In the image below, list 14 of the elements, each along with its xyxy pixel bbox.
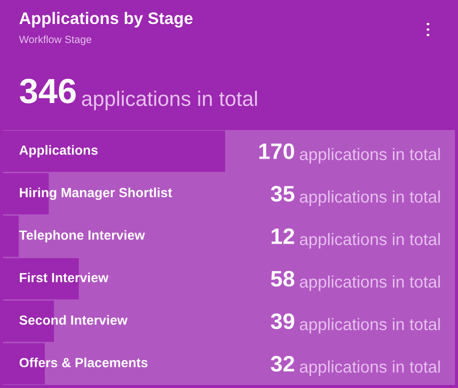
y-tick-label: Applications (19, 145, 98, 158)
y-tick-label: Telephone Interview (19, 230, 145, 242)
data-label: 39 applications in total (270, 313, 440, 334)
data-label: 12 applications in total (272, 228, 440, 249)
data-label: 32 applications in total (270, 356, 440, 376)
data-label: 170 applications in total (259, 143, 440, 164)
y-tick-label: Hiring Manager Shortlist (20, 188, 172, 200)
y-tick-label: Second Interview (19, 315, 128, 325)
data-label: 35 applications in total (270, 186, 440, 206)
chart-title: Applications by Stage (19, 12, 193, 28)
y-tick-label: Offers & Placements (20, 358, 148, 368)
y-tick-label: First Interview (20, 272, 108, 282)
chart-subtitle: Workflow Stage (19, 35, 92, 46)
data-label: 58 applications in total (270, 270, 440, 292)
